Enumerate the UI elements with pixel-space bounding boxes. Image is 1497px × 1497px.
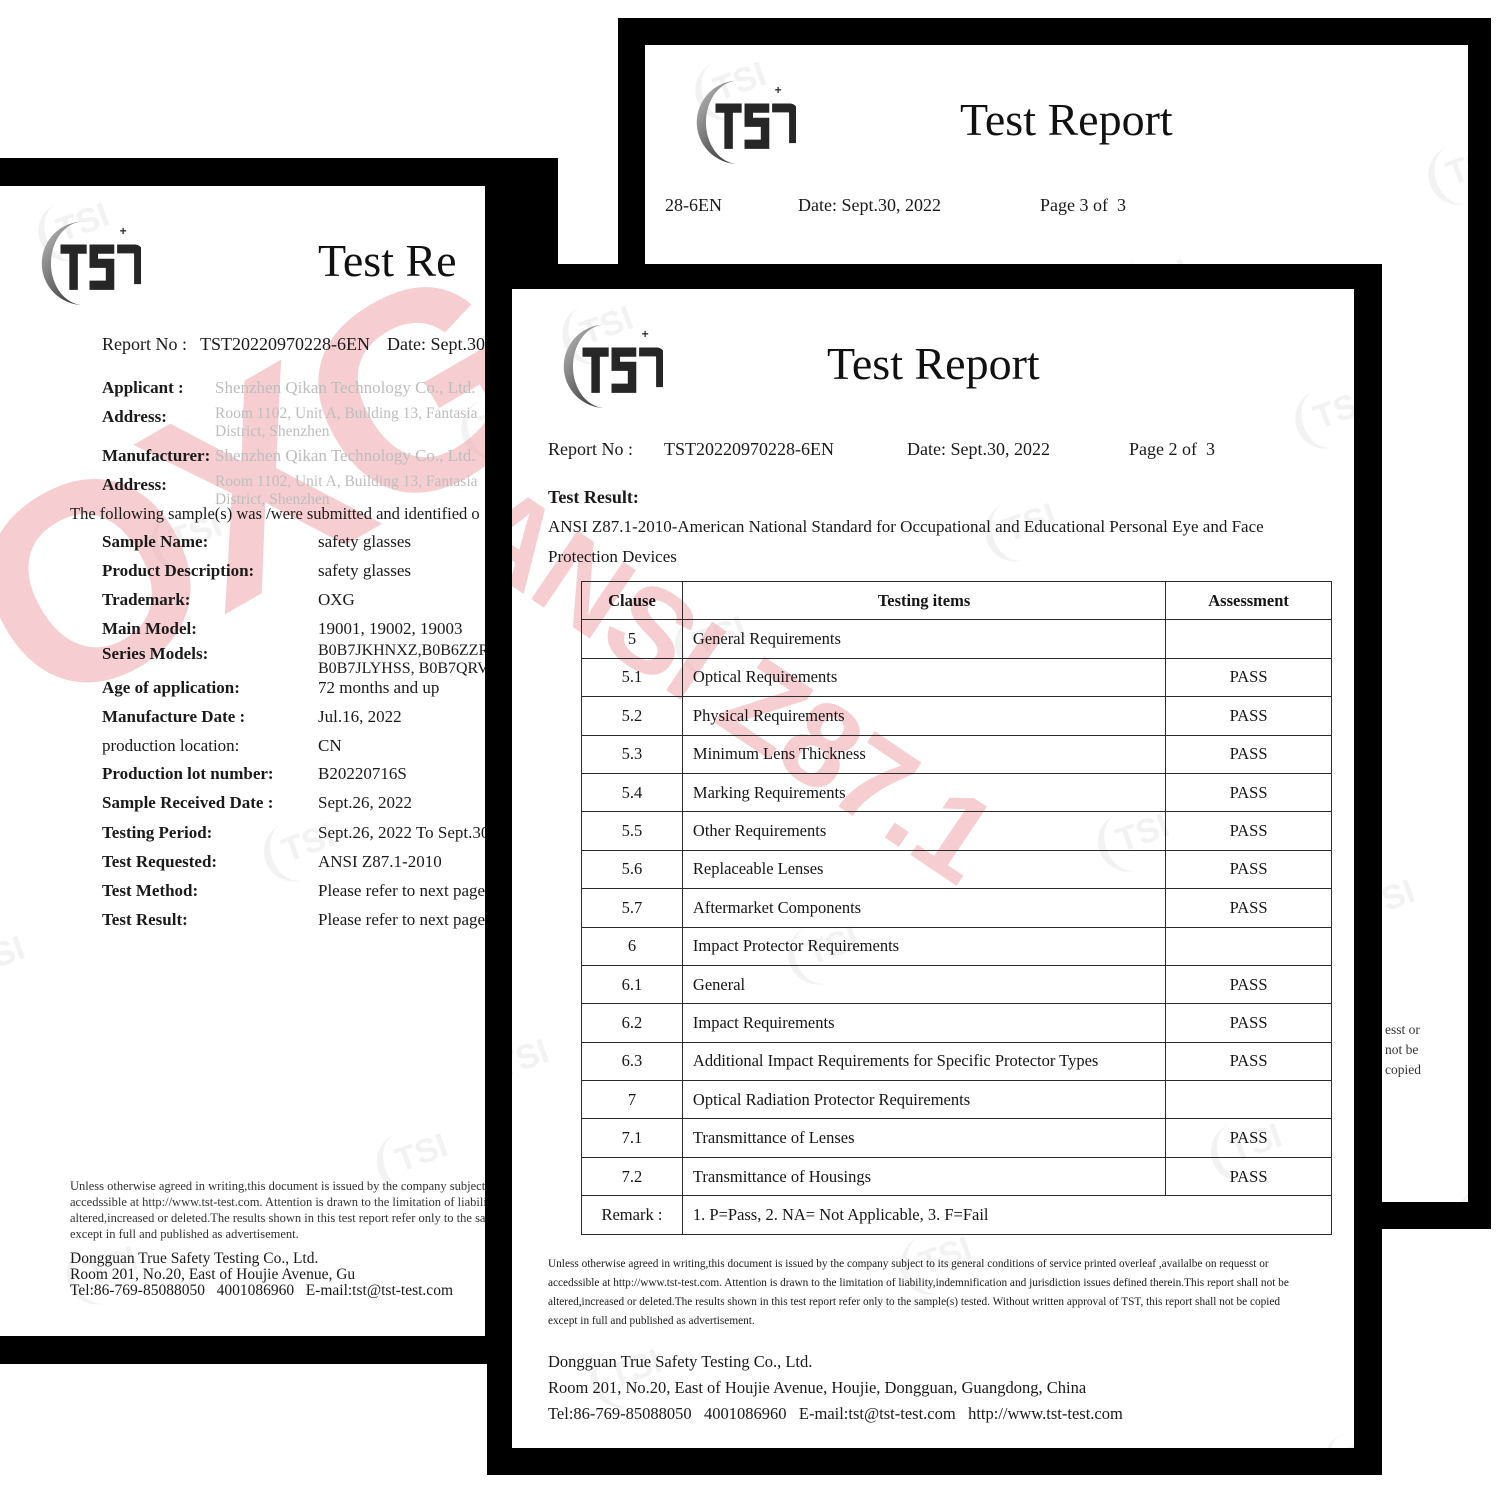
svg-text:+: + (642, 327, 649, 341)
svg-text:+: + (775, 83, 782, 97)
svg-text:+: + (120, 224, 127, 238)
